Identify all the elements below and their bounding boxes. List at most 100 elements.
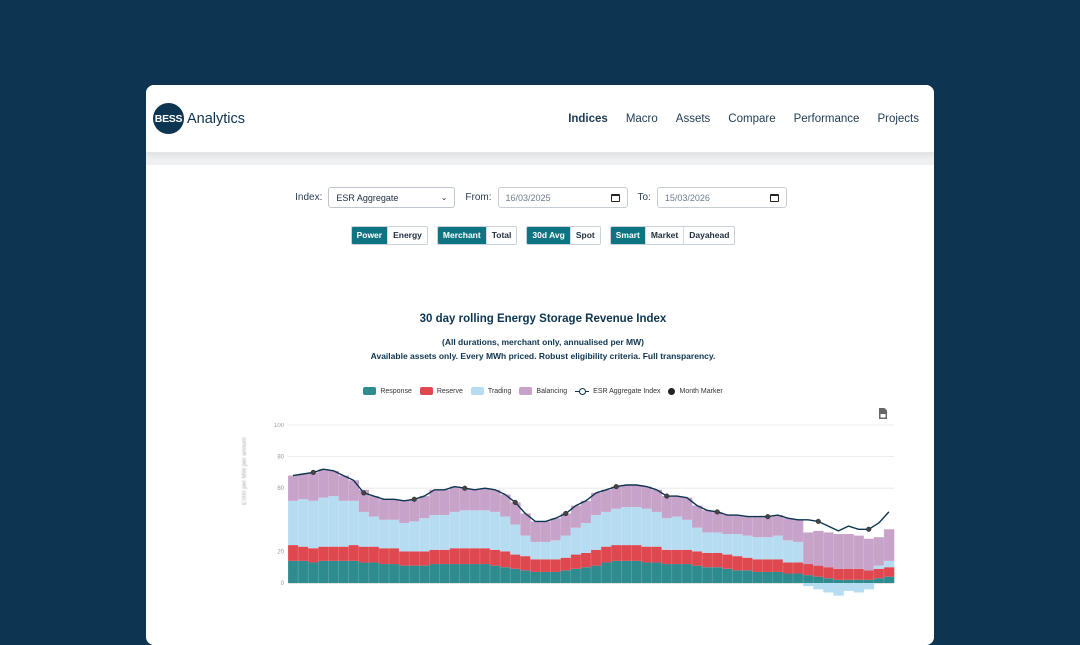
- bar-response: [853, 579, 864, 583]
- y-tick-label: 80: [277, 455, 284, 461]
- bar-response: [409, 565, 420, 583]
- pricing-mode-toggle: Smart Market Dayahead: [609, 226, 736, 245]
- bar-trading: [611, 508, 622, 546]
- bar-balancing: [692, 505, 703, 528]
- chart-title: 30 day rolling Energy Storage Revenue In…: [419, 313, 667, 325]
- nav-projects[interactable]: Projects: [877, 112, 919, 125]
- bar-trading: [348, 500, 359, 546]
- bar-response: [580, 567, 592, 583]
- to-date-input[interactable]: 15/03/2026: [656, 187, 787, 208]
- toggle-market[interactable]: Market: [644, 227, 684, 244]
- from-date-input[interactable]: 16/03/2025: [497, 187, 628, 208]
- bar-balancing: [490, 489, 501, 512]
- bar-reserve: [419, 551, 430, 566]
- bar-reserve: [389, 548, 400, 565]
- bar-response: [560, 570, 572, 583]
- bar-response: [843, 579, 854, 583]
- bar-balancing: [530, 521, 541, 542]
- toggle-30d-avg[interactable]: 30d Avg: [527, 227, 570, 244]
- nav-macro[interactable]: Macro: [625, 112, 658, 125]
- month-marker: [411, 496, 417, 502]
- legend-reserve[interactable]: Reserve: [419, 387, 463, 395]
- toggle-power[interactable]: Power: [351, 227, 388, 244]
- toggle-smart[interactable]: Smart: [610, 227, 645, 244]
- bar-trading: [782, 540, 794, 563]
- bar-response: [429, 564, 440, 583]
- bar-response: [621, 560, 632, 583]
- bar-reserve: [772, 559, 784, 572]
- chart-bars: [287, 469, 895, 596]
- bar-balancing: [500, 494, 511, 517]
- bar-balancing: [469, 489, 481, 511]
- bar-reserve: [671, 549, 683, 565]
- bar-trading: [358, 511, 370, 547]
- bar-balancing: [631, 485, 642, 508]
- bar-response: [318, 560, 329, 583]
- calendar-icon[interactable]: [769, 193, 779, 202]
- toggle-dayahead[interactable]: Dayahead: [683, 227, 735, 244]
- bar-reserve: [692, 551, 703, 566]
- nav-performance[interactable]: Performance: [793, 112, 860, 125]
- bar-balancing: [591, 492, 602, 516]
- calendar-icon[interactable]: [610, 193, 620, 202]
- bar-trading: [389, 519, 400, 549]
- bar-reserve: [621, 545, 632, 561]
- y-tick-label: 100: [274, 423, 285, 429]
- bar-response: [368, 562, 380, 583]
- bar-reserve: [631, 545, 642, 561]
- bar-trading: [853, 583, 864, 593]
- toggle-energy[interactable]: Energy: [387, 227, 427, 244]
- bar-response: [469, 564, 481, 583]
- from-label: From:: [465, 192, 492, 203]
- bar-reserve: [338, 546, 349, 561]
- bar-reserve: [742, 557, 753, 571]
- app-window: BESS Analytics Indices Macro Assets Comp…: [146, 85, 934, 645]
- bar-reserve: [358, 546, 370, 563]
- bar-response: [348, 560, 359, 583]
- toggle-total[interactable]: Total: [485, 227, 517, 244]
- bar-trading: [833, 583, 844, 596]
- bar-trading: [813, 583, 824, 590]
- legend-balancing[interactable]: Balancing: [519, 387, 567, 395]
- nav-indices[interactable]: Indices: [568, 112, 608, 125]
- nav-compare[interactable]: Compare: [728, 112, 776, 125]
- month-marker: [512, 499, 518, 505]
- bar-reserve: [540, 559, 551, 572]
- index-select[interactable]: ESR Aggregate ⌄: [328, 187, 456, 208]
- bar-reserve: [873, 568, 885, 579]
- bar-reserve: [853, 568, 864, 580]
- brand[interactable]: BESS Analytics: [153, 103, 245, 134]
- index-label: Index:: [295, 192, 323, 203]
- legend-trading[interactable]: Trading: [470, 387, 511, 395]
- bar-response: [762, 571, 774, 583]
- legend-month-marker[interactable]: Month Marker: [668, 387, 723, 395]
- bar-response: [752, 571, 763, 583]
- bar-trading: [288, 500, 299, 546]
- legend-label: Month Marker: [679, 387, 723, 395]
- bar-reserve: [459, 548, 471, 565]
- bar-reserve: [712, 552, 723, 568]
- legend-response[interactable]: Response: [363, 387, 412, 395]
- bar-balancing: [378, 499, 390, 520]
- toggle-merchant[interactable]: Merchant: [437, 227, 486, 244]
- bar-response: [661, 564, 673, 583]
- bar-balancing: [813, 530, 824, 566]
- month-marker: [462, 485, 468, 491]
- nav-assets[interactable]: Assets: [675, 112, 711, 125]
- bar-reserve: [833, 568, 844, 580]
- bar-response: [399, 565, 410, 583]
- bar-trading: [419, 518, 430, 552]
- bar-balancing: [661, 496, 673, 519]
- bar-response: [288, 560, 299, 583]
- bar-reserve: [793, 562, 804, 574]
- bar-balancing: [540, 521, 551, 542]
- bar-reserve: [439, 549, 450, 565]
- download-icon[interactable]: [878, 408, 889, 419]
- chart-subtitle: (All durations, merchant only, annualise…: [442, 337, 644, 347]
- bar-response: [358, 562, 370, 583]
- bar-response: [772, 571, 784, 583]
- legend-index[interactable]: ESR Aggregate Index: [575, 387, 660, 395]
- toggle-spot[interactable]: Spot: [569, 227, 600, 244]
- bar-balancing: [298, 473, 309, 500]
- bar-response: [782, 573, 794, 583]
